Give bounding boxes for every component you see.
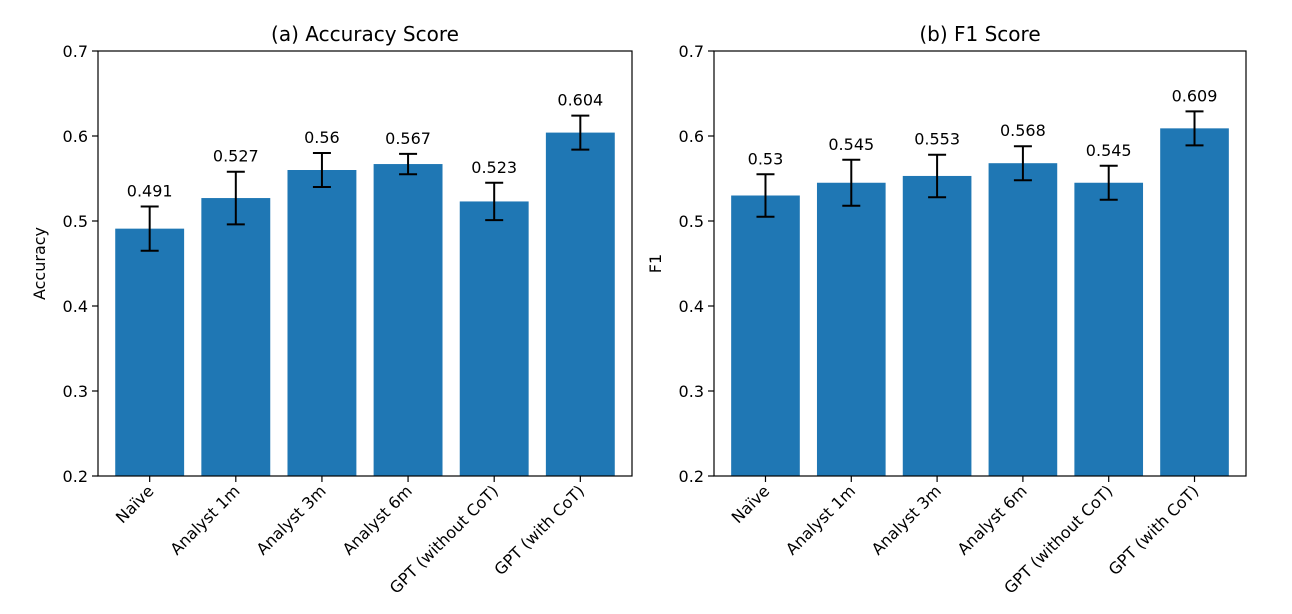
f1-x-tick-label: Analyst 1m xyxy=(782,481,859,558)
f1-bar xyxy=(1160,128,1229,476)
accuracy-error-bar xyxy=(571,114,590,151)
f1-value-label: 0.545 xyxy=(828,135,874,154)
f1-value-label: 0.545 xyxy=(1086,141,1132,160)
accuracy-error-bar xyxy=(312,152,331,188)
f1-value-label: 0.53 xyxy=(748,149,784,168)
f1-chart-title: (b) F1 Score xyxy=(919,22,1040,46)
accuracy-x-tick-label: Analyst 6m xyxy=(339,481,416,558)
f1-value-label: 0.553 xyxy=(914,130,960,149)
accuracy-x-tick-label: Analyst 3m xyxy=(253,481,330,558)
f1-x-tick-label: Analyst 3m xyxy=(868,481,945,558)
accuracy-bar xyxy=(115,228,185,476)
accuracy-value-label: 0.56 xyxy=(304,128,340,147)
accuracy-y-tick-label: 0.4 xyxy=(63,297,88,316)
f1-bar xyxy=(731,195,800,476)
f1-y-tick-label: 0.7 xyxy=(679,42,704,61)
f1-chart: 0.53 0.545 0.553 0.568 0.545 0.609 0.2 0.3 0.4 0.… xyxy=(646,22,1247,598)
accuracy-bar xyxy=(459,201,529,476)
accuracy-y-tick-label: 0.7 xyxy=(63,42,88,61)
accuracy-value-label: 0.523 xyxy=(471,158,517,177)
f1-error-bar xyxy=(842,158,861,207)
f1-x-tick-label: Naïve xyxy=(728,481,774,527)
accuracy-bar xyxy=(201,198,271,477)
accuracy-x-tick-label: Analyst 1m xyxy=(166,481,243,558)
f1-bar xyxy=(902,175,972,476)
f1-y-tick-label: 0.3 xyxy=(679,382,704,401)
f1-error-bar xyxy=(1099,164,1118,201)
accuracy-y-axis-label: Accuracy xyxy=(30,227,49,300)
accuracy-error-bar xyxy=(140,205,159,252)
accuracy-value-label: 0.491 xyxy=(127,182,173,201)
accuracy-chart: 0.491 0.527 0.56 0.567 0.523 0.604 0.2 0.3 0.4 0.… xyxy=(30,22,633,598)
f1-bar xyxy=(1074,182,1144,476)
accuracy-error-bar xyxy=(226,170,245,226)
accuracy-error-bar xyxy=(399,152,418,176)
f1-y-axis-label: F1 xyxy=(646,254,665,273)
accuracy-y-tick-label: 0.2 xyxy=(63,467,88,486)
f1-y-tick-label: 0.5 xyxy=(679,212,704,231)
f1-y-tick-label: 0.6 xyxy=(679,127,704,146)
f1-bar xyxy=(816,182,886,476)
f1-error-bar xyxy=(928,153,947,199)
f1-x-tick-label: Analyst 6m xyxy=(953,481,1030,558)
accuracy-y-tick-label: 0.5 xyxy=(63,212,88,231)
accuracy-y-tick-label: 0.6 xyxy=(63,127,88,146)
f1-value-label: 0.568 xyxy=(1000,121,1046,140)
f1-error-bar xyxy=(1013,145,1032,182)
f1-y-tick-label: 0.2 xyxy=(679,467,704,486)
accuracy-x-tick-label: Naïve xyxy=(112,481,158,527)
f1-error-bar xyxy=(756,173,775,218)
accuracy-x-tick-label: GPT (with CoT) xyxy=(490,481,588,579)
accuracy-error-bar xyxy=(485,181,504,222)
accuracy-bar xyxy=(373,164,443,477)
f1-error-bar xyxy=(1185,110,1204,147)
f1-value-label: 0.609 xyxy=(1172,86,1218,105)
accuracy-value-label: 0.527 xyxy=(213,147,259,166)
f1-y-tick-label: 0.4 xyxy=(679,297,704,316)
accuracy-value-label: 0.567 xyxy=(385,129,431,148)
f1-bar xyxy=(988,163,1058,476)
accuracy-bar xyxy=(287,170,357,476)
accuracy-value-label: 0.604 xyxy=(557,91,603,110)
accuracy-axes-frame xyxy=(97,50,633,477)
accuracy-bar xyxy=(545,132,615,476)
f1-x-tick-label: GPT (with CoT) xyxy=(1105,481,1203,579)
accuracy-y-tick-label: 0.3 xyxy=(63,382,88,401)
accuracy-chart-title: (a) Accuracy Score xyxy=(271,22,459,46)
f1-axes-frame xyxy=(713,50,1247,477)
